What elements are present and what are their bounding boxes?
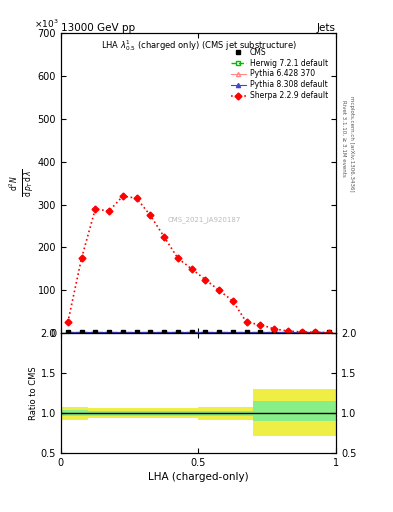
Text: LHA $\lambda^{1}_{0.5}$ (charged only) (CMS jet substructure): LHA $\lambda^{1}_{0.5}$ (charged only) (… <box>101 38 296 53</box>
Y-axis label: Ratio to CMS: Ratio to CMS <box>29 366 38 420</box>
Text: mcplots.cern.ch [arXiv:1306.3436]: mcplots.cern.ch [arXiv:1306.3436] <box>349 96 354 191</box>
Y-axis label: $\mathrm{d}^{2}N$
$\overline{\mathrm{d}\,p_T\,\mathrm{d}\,\lambda}$: $\mathrm{d}^{2}N$ $\overline{\mathrm{d}\… <box>7 169 36 197</box>
X-axis label: LHA (charged-only): LHA (charged-only) <box>148 472 249 482</box>
Text: 13000 GeV pp: 13000 GeV pp <box>61 23 135 32</box>
Text: CMS_2021_JA920187: CMS_2021_JA920187 <box>167 216 241 223</box>
Text: Jets: Jets <box>317 23 336 32</box>
Legend: CMS, Herwig 7.2.1 default, Pythia 6.428 370, Pythia 8.308 default, Sherpa 2.2.9 : CMS, Herwig 7.2.1 default, Pythia 6.428 … <box>229 46 329 102</box>
Text: $\times 10^{3}$: $\times 10^{3}$ <box>33 18 58 30</box>
Text: Rivet 3.1.10, ≥ 3.1M events: Rivet 3.1.10, ≥ 3.1M events <box>341 100 346 177</box>
